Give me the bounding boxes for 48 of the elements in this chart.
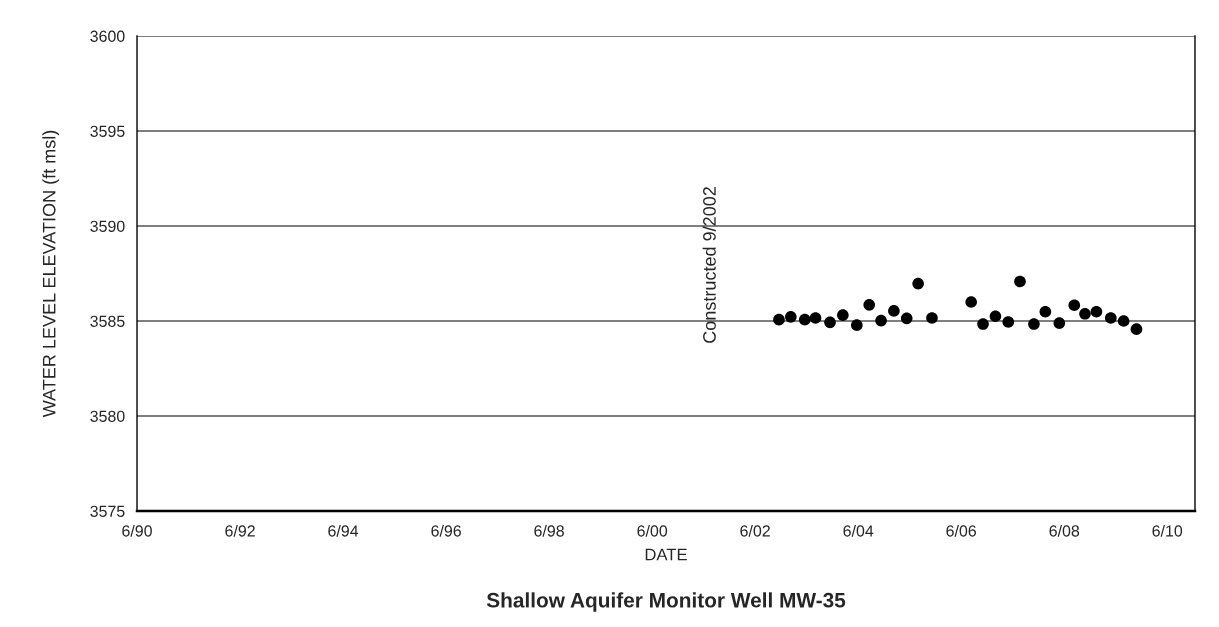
x-tick-label: 6/96 [431,524,461,537]
y-tick-label: 3575 [90,505,125,517]
x-tick-label: 6/90 [122,524,152,537]
x-tick-label: 6/08 [1049,524,1080,537]
point [977,318,989,330]
x-tick-label: 6/02 [740,524,770,537]
point [1117,315,1130,327]
x-tick-label: 6/94 [328,524,359,537]
point [1028,318,1040,330]
y-tick-label: 3595 [90,125,125,137]
y-tick-label: 3580 [90,410,125,422]
x-tick-label: 6/98 [534,524,564,537]
point [875,314,887,327]
point [926,312,938,324]
y-tick-label: 3590 [90,220,125,232]
x-tick-label: 6/92 [225,524,255,537]
x-axis-title: DATE [645,548,687,561]
point [798,313,811,326]
point [1104,312,1117,324]
point [1053,317,1066,329]
point [965,296,977,308]
point [824,316,836,329]
point [888,305,900,317]
point [785,311,797,323]
point [1130,323,1143,335]
point [1079,307,1091,320]
x-tick-label: 6/00 [637,524,668,537]
point [1002,316,1015,328]
point [851,319,863,331]
y-tick-label: 3600 [90,30,125,42]
annotation: Constructed 9/2002 [702,187,716,343]
point [989,310,1002,323]
point [1039,305,1052,318]
x-tick-label: 6/10 [1152,524,1183,537]
y-tick-label: 3585 [90,315,125,327]
point [809,312,822,324]
point [1090,305,1103,318]
text: Shallow Aquifer Monitor Well MW-35 [486,592,846,612]
point [1014,275,1026,288]
point [900,312,913,325]
point [837,309,849,321]
point [1068,299,1081,312]
x-tick-label: 6/04 [843,524,874,537]
y-axis-title: WATER LEVEL ELEVATION (ft msl) [42,130,60,418]
point [773,313,785,326]
point [912,277,924,290]
point [863,299,876,311]
x-tick-label: 6/06 [946,524,977,537]
